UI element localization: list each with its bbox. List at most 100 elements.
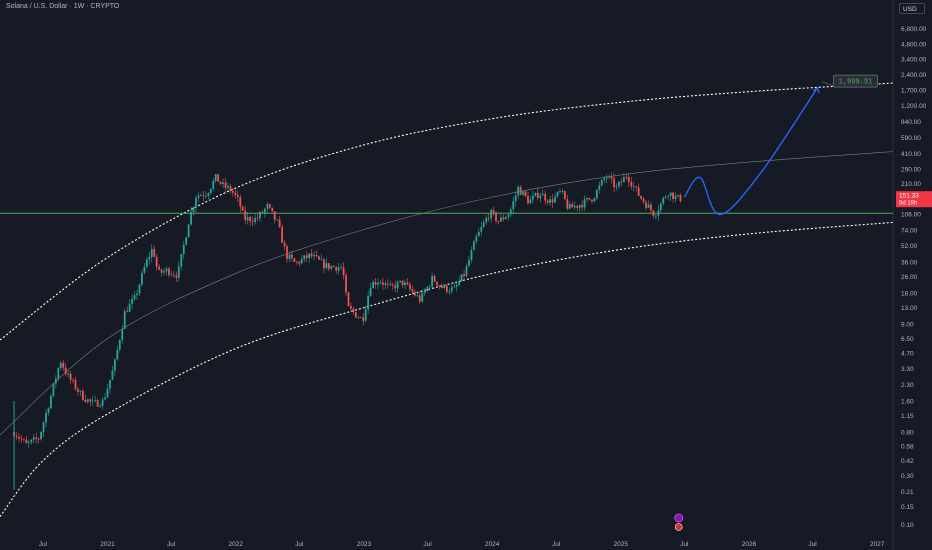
candle — [618, 181, 620, 187]
candle — [379, 282, 382, 284]
candle — [332, 266, 335, 267]
candle — [32, 437, 35, 440]
current-price-label: 151.33 — [899, 193, 919, 200]
candle — [453, 286, 456, 288]
candle — [664, 196, 667, 198]
candle — [241, 206, 244, 211]
candle — [536, 192, 539, 199]
candle — [244, 210, 247, 221]
time-tick-label: Jul — [295, 541, 304, 548]
currency-button[interactable]: USD — [899, 3, 925, 14]
candle — [544, 193, 547, 201]
candle — [35, 437, 38, 439]
candle — [632, 186, 635, 188]
candle — [677, 194, 679, 197]
candle — [391, 284, 394, 286]
candle — [195, 197, 197, 208]
candle — [586, 198, 588, 200]
candle — [445, 285, 448, 292]
candle — [522, 191, 524, 195]
candle — [468, 260, 470, 267]
price-tick-label: 0.15 — [901, 504, 914, 511]
candle — [529, 199, 532, 204]
trend-lines — [0, 82, 894, 517]
candle — [158, 266, 161, 270]
candle — [84, 400, 87, 402]
time-tick-label: 2024 — [485, 541, 500, 548]
upper-channel-line — [0, 82, 894, 341]
candle — [185, 237, 188, 245]
candle — [367, 295, 370, 310]
candle — [133, 295, 136, 300]
candle — [190, 211, 193, 225]
candle — [416, 295, 419, 297]
candle — [630, 182, 633, 187]
candle — [514, 195, 517, 202]
candle — [224, 182, 227, 188]
candle — [182, 244, 185, 255]
candle — [431, 276, 433, 287]
candle — [578, 204, 581, 208]
price-tick-label: 9.00 — [901, 321, 914, 328]
current-price-tag — [896, 191, 932, 208]
candle — [227, 186, 229, 188]
dividend-event-icon — [674, 523, 683, 531]
candle — [54, 378, 57, 384]
candle — [561, 191, 564, 192]
candle — [470, 250, 473, 261]
candle — [620, 181, 623, 183]
candle — [232, 191, 234, 193]
candle — [354, 312, 357, 318]
candle — [22, 439, 25, 441]
candle — [595, 189, 598, 199]
price-tick-label: 4,800.00 — [901, 41, 927, 48]
candle — [168, 268, 170, 275]
candle — [458, 281, 461, 285]
candle — [389, 284, 392, 286]
candle — [67, 373, 70, 375]
candle — [327, 263, 330, 269]
candle — [143, 267, 146, 273]
candle — [27, 442, 30, 444]
candle — [308, 253, 311, 259]
price-tick-label: 0.58 — [901, 444, 914, 451]
candle — [504, 217, 507, 220]
candle — [192, 207, 195, 212]
candle — [485, 218, 488, 223]
candle — [263, 208, 266, 213]
candle — [679, 194, 682, 202]
candle — [94, 400, 97, 401]
candle — [463, 274, 465, 277]
candle — [121, 329, 124, 341]
candle — [374, 282, 377, 285]
candle — [357, 317, 360, 319]
time-axis: Jul 2021 Jul 2022 Jul 2023 Jul 2024 Jul 2025 Jul 20… — [39, 541, 885, 548]
candle — [347, 292, 350, 307]
candle — [566, 199, 569, 209]
event-marker-icon — [674, 513, 684, 523]
candle — [18, 436, 20, 439]
candle — [571, 204, 574, 208]
candle — [259, 212, 261, 219]
candle — [172, 274, 175, 276]
candle — [426, 287, 429, 292]
candle — [600, 180, 603, 186]
candle — [136, 293, 138, 296]
candle — [549, 199, 552, 203]
price-tick-label: 6.50 — [901, 336, 914, 343]
candle — [111, 370, 114, 380]
candle — [369, 288, 372, 296]
price-tick-label: 6,800.00 — [901, 26, 927, 33]
candle — [303, 255, 306, 259]
candle — [286, 246, 288, 259]
candle — [207, 193, 210, 196]
candle — [249, 217, 252, 222]
candle — [490, 209, 493, 219]
candle — [276, 219, 279, 221]
candle — [104, 397, 106, 400]
candle — [148, 257, 151, 260]
candle — [497, 221, 500, 222]
candle — [20, 438, 23, 440]
price-tick-label: 590.00 — [901, 135, 921, 142]
